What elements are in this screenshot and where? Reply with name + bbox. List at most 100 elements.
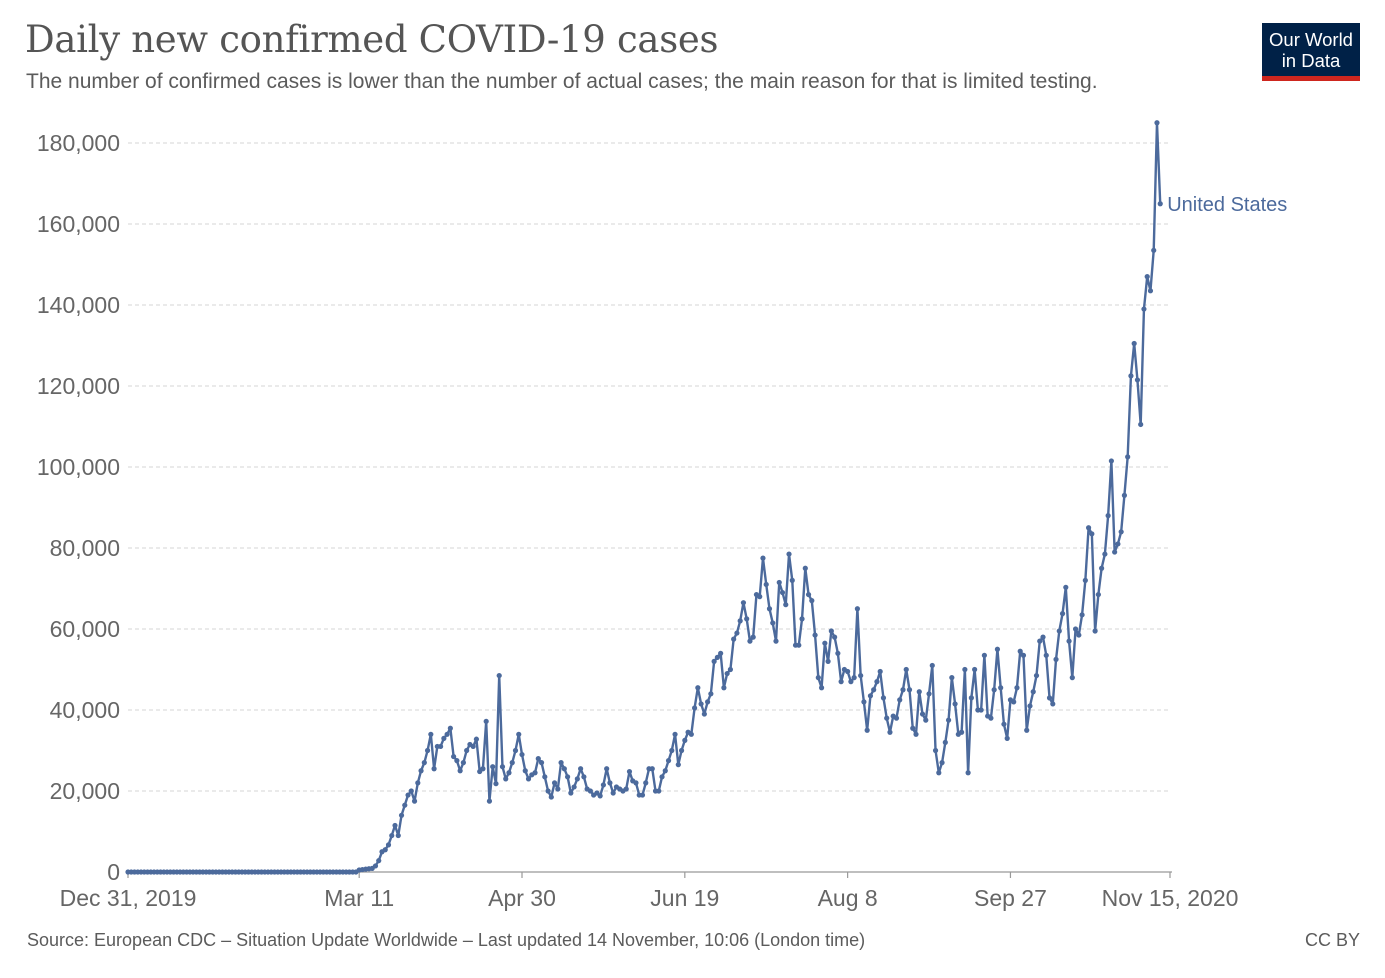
data-point bbox=[965, 770, 971, 776]
data-point bbox=[848, 679, 854, 685]
logo-line-1: Our World bbox=[1269, 29, 1353, 50]
data-point bbox=[724, 670, 730, 677]
data-point bbox=[1033, 672, 1040, 679]
data-point bbox=[1112, 549, 1118, 555]
data-point bbox=[900, 687, 906, 693]
data-point bbox=[744, 616, 750, 622]
data-point bbox=[1085, 525, 1092, 531]
data-point bbox=[428, 731, 434, 737]
data-point bbox=[493, 781, 499, 787]
data-point bbox=[828, 628, 834, 634]
data-point bbox=[587, 788, 593, 794]
data-point bbox=[1017, 648, 1023, 654]
data-point bbox=[1037, 638, 1043, 644]
data-point bbox=[854, 606, 861, 612]
license-link[interactable]: CC BY bbox=[1304, 930, 1360, 950]
y-tick-label: 120,000 bbox=[37, 373, 120, 399]
source-note[interactable]: Source: European CDC – Situation Update … bbox=[27, 930, 866, 950]
data-point bbox=[1151, 247, 1157, 253]
data-point bbox=[805, 591, 812, 598]
data-point bbox=[952, 701, 958, 707]
data-point bbox=[714, 654, 720, 660]
data-point bbox=[1024, 727, 1030, 733]
data-point bbox=[861, 699, 867, 705]
data-point bbox=[799, 616, 805, 622]
data-point bbox=[773, 638, 779, 644]
data-point bbox=[802, 565, 808, 571]
data-point bbox=[789, 577, 795, 584]
series-label-united-states[interactable]: United States bbox=[1167, 194, 1287, 216]
data-point bbox=[1082, 577, 1088, 584]
data-point bbox=[893, 715, 900, 721]
x-tick-label: Apr 30 bbox=[488, 885, 556, 911]
series-line-united-states[interactable] bbox=[128, 121, 1162, 874]
data-point bbox=[438, 743, 444, 750]
data-point bbox=[988, 715, 994, 721]
data-point bbox=[906, 687, 913, 693]
data-point bbox=[519, 751, 525, 758]
y-axis: 0 20,000 40,000 60,000 80,000 100,000 120,000 1… bbox=[37, 130, 120, 885]
chart-subtitle: The number of confirmed cases is lower t… bbox=[26, 70, 1098, 93]
data-point bbox=[962, 666, 968, 673]
data-point bbox=[424, 747, 431, 754]
data-point bbox=[395, 832, 401, 839]
x-tick-label: Jun 19 bbox=[650, 885, 719, 911]
data-point bbox=[1108, 458, 1114, 464]
data-point bbox=[398, 812, 405, 818]
data-point bbox=[1030, 689, 1036, 695]
data-point bbox=[1138, 421, 1144, 428]
data-point bbox=[555, 786, 561, 792]
data-point bbox=[1147, 288, 1154, 294]
data-point bbox=[672, 731, 678, 737]
data-point bbox=[483, 718, 489, 724]
data-point bbox=[822, 640, 828, 646]
data-point bbox=[812, 632, 818, 638]
data-point bbox=[691, 705, 698, 711]
data-point bbox=[949, 675, 955, 681]
data-point bbox=[994, 646, 1001, 652]
data-point bbox=[564, 774, 571, 780]
logo-line-2: in Data bbox=[1281, 50, 1341, 71]
data-point bbox=[1050, 701, 1056, 707]
data-point bbox=[1125, 454, 1131, 460]
data-point bbox=[610, 790, 616, 796]
data-point bbox=[626, 768, 633, 775]
data-point bbox=[757, 594, 763, 600]
data-point bbox=[1020, 652, 1027, 658]
data-point bbox=[675, 762, 681, 768]
y-tick-label: 20,000 bbox=[50, 778, 120, 804]
data-point bbox=[763, 581, 769, 588]
data-point bbox=[1066, 638, 1072, 644]
data-point bbox=[551, 780, 558, 786]
data-point bbox=[1027, 703, 1033, 709]
data-point bbox=[936, 770, 942, 776]
data-point bbox=[421, 760, 427, 766]
data-point bbox=[959, 729, 965, 735]
data-point bbox=[522, 768, 528, 774]
data-point bbox=[392, 822, 398, 829]
data-point bbox=[708, 691, 714, 697]
data-point bbox=[571, 784, 577, 790]
data-point bbox=[574, 776, 580, 782]
data-point bbox=[877, 668, 883, 675]
data-point bbox=[1076, 632, 1082, 638]
data-point bbox=[639, 792, 646, 798]
data-point bbox=[884, 715, 890, 721]
data-point bbox=[542, 774, 548, 780]
data-point bbox=[864, 727, 870, 733]
data-point bbox=[929, 662, 935, 669]
data-point bbox=[760, 555, 766, 561]
data-point bbox=[607, 780, 613, 786]
y-tick-label: 140,000 bbox=[37, 292, 120, 318]
data-point bbox=[532, 770, 538, 776]
data-point bbox=[825, 658, 831, 665]
data-point bbox=[503, 776, 509, 782]
data-point bbox=[880, 695, 887, 701]
owid-logo[interactable]: Our World in Data bbox=[1262, 23, 1360, 81]
data-point bbox=[897, 697, 903, 703]
x-tick-label: Sep 27 bbox=[974, 885, 1047, 911]
data-point bbox=[643, 780, 649, 786]
data-point bbox=[1014, 685, 1020, 691]
y-tick-label: 0 bbox=[107, 859, 120, 885]
